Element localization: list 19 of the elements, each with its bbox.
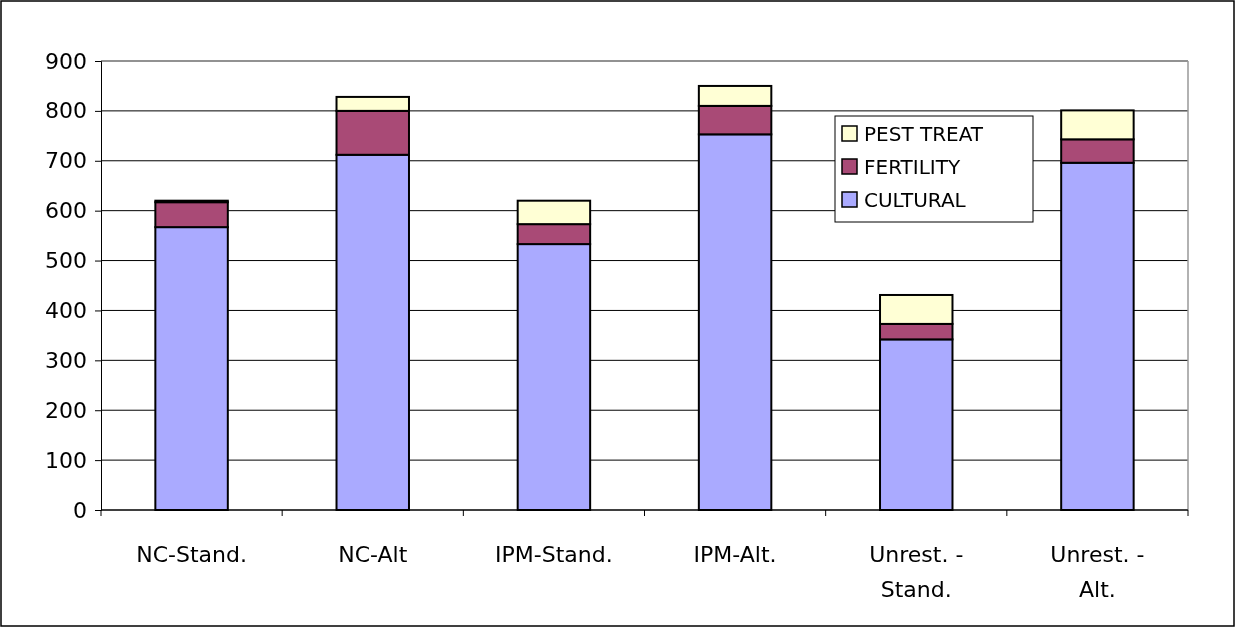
x-tick-label: Unrest. - Alt. — [1050, 542, 1145, 602]
y-tick-label: 400 — [45, 297, 87, 323]
y-tick-label: 0 — [73, 497, 87, 523]
x-tick-label: NC-Stand. — [136, 542, 247, 567]
y-tick-label: 900 — [45, 48, 87, 74]
x-tick-label: Unrest. - Stand. — [869, 542, 964, 602]
y-tick-label: 800 — [45, 98, 87, 124]
legend-label: PEST TREAT — [864, 122, 984, 146]
y-tick-label: 300 — [45, 347, 87, 373]
y-tick-label: 500 — [45, 248, 87, 274]
y-tick-label: 100 — [45, 447, 87, 473]
legend-label: CULTURAL — [864, 188, 967, 212]
x-tick-label: IPM-Alt. — [693, 542, 777, 567]
y-tick-label: 200 — [45, 397, 87, 423]
y-tick-label: 700 — [45, 148, 87, 174]
x-tick-label: IPM-Stand. — [495, 542, 613, 567]
y-tick-label: 600 — [45, 198, 87, 224]
x-tick-label: NC-Alt — [338, 542, 408, 567]
legend-label: FERTILITY — [864, 155, 961, 179]
